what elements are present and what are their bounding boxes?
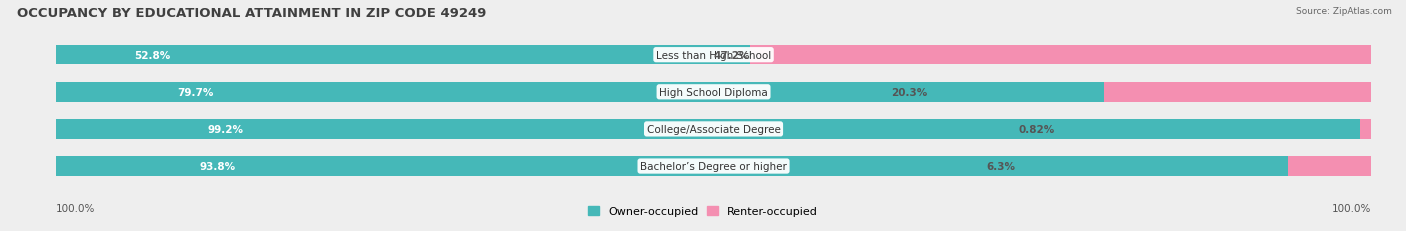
Bar bbox=[56, 157, 1289, 176]
Bar bbox=[751, 46, 1371, 65]
Bar bbox=[1288, 157, 1371, 176]
Text: OCCUPANCY BY EDUCATIONAL ATTAINMENT IN ZIP CODE 49249: OCCUPANCY BY EDUCATIONAL ATTAINMENT IN Z… bbox=[17, 7, 486, 20]
Text: 47.2%: 47.2% bbox=[714, 50, 751, 61]
Bar bbox=[56, 46, 1371, 65]
Bar bbox=[1360, 120, 1371, 139]
Bar bbox=[1104, 83, 1371, 102]
Bar bbox=[56, 83, 1104, 102]
Text: Less than High School: Less than High School bbox=[657, 50, 770, 61]
Text: Bachelor’s Degree or higher: Bachelor’s Degree or higher bbox=[640, 161, 787, 171]
Text: 100.0%: 100.0% bbox=[1331, 203, 1371, 213]
Bar bbox=[56, 120, 1371, 139]
Text: 99.2%: 99.2% bbox=[208, 124, 243, 134]
Bar bbox=[56, 46, 751, 65]
Bar bbox=[56, 157, 1371, 176]
Text: College/Associate Degree: College/Associate Degree bbox=[647, 124, 780, 134]
Text: 0.82%: 0.82% bbox=[1019, 124, 1054, 134]
Text: 20.3%: 20.3% bbox=[890, 87, 927, 97]
Text: 52.8%: 52.8% bbox=[135, 50, 170, 61]
Text: 6.3%: 6.3% bbox=[986, 161, 1015, 171]
Text: 100.0%: 100.0% bbox=[56, 203, 96, 213]
Legend: Owner-occupied, Renter-occupied: Owner-occupied, Renter-occupied bbox=[583, 202, 823, 221]
Bar bbox=[56, 120, 1361, 139]
Text: Source: ZipAtlas.com: Source: ZipAtlas.com bbox=[1296, 7, 1392, 16]
Text: High School Diploma: High School Diploma bbox=[659, 87, 768, 97]
Text: 93.8%: 93.8% bbox=[200, 161, 235, 171]
Text: 79.7%: 79.7% bbox=[177, 87, 214, 97]
Bar bbox=[56, 83, 1371, 102]
